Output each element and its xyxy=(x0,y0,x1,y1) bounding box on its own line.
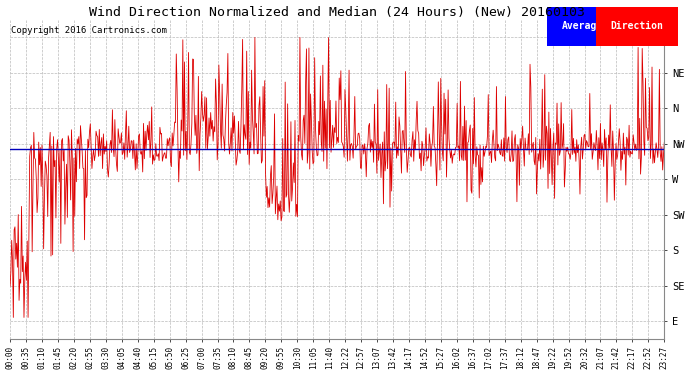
Text: Copyright 2016 Cartronics.com: Copyright 2016 Cartronics.com xyxy=(11,26,167,35)
Title: Wind Direction Normalized and Median (24 Hours) (New) 20160103: Wind Direction Normalized and Median (24… xyxy=(89,6,585,18)
Text: Average: Average xyxy=(562,21,602,32)
Text: Direction: Direction xyxy=(611,21,664,32)
